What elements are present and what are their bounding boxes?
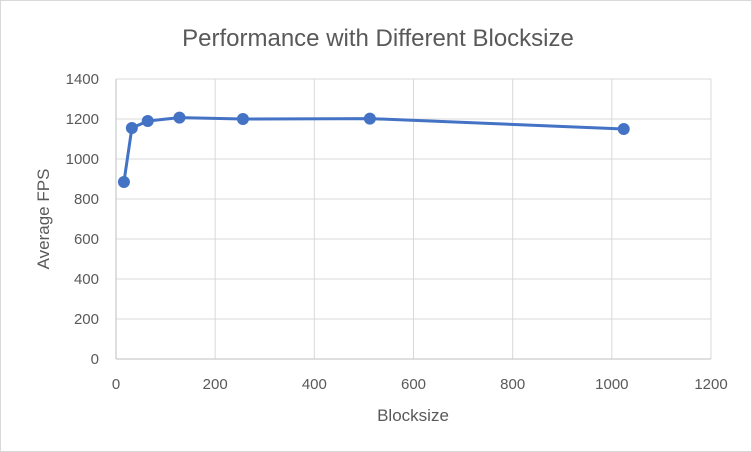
- data-point: [236, 113, 249, 125]
- data-point: [617, 123, 630, 135]
- y-tick-label: 1400: [66, 71, 99, 88]
- x-tick-label: 1000: [595, 376, 628, 393]
- y-tick-label: 200: [74, 311, 99, 328]
- y-tick-label: 400: [74, 271, 99, 288]
- y-axis-title: Average FPS: [34, 169, 53, 270]
- data-point: [125, 122, 138, 134]
- x-tick-label: 0: [112, 376, 120, 393]
- chart-title: Performance with Different Blocksize: [182, 25, 574, 52]
- y-tick-label: 1000: [66, 151, 99, 168]
- y-axis-ticks: 0 200 400 600 800 1000 1200 1400: [66, 71, 99, 368]
- y-tick-label: 1200: [66, 111, 99, 128]
- series-line: [122, 116, 624, 183]
- x-axis-ticks: 0 200 400 600 800 1000 1200: [112, 376, 728, 393]
- y-tick-label: 800: [74, 191, 99, 208]
- axes: [115, 79, 711, 360]
- x-tick-label: 200: [203, 376, 228, 393]
- data-point: [117, 176, 130, 188]
- x-tick-label: 1200: [694, 376, 727, 393]
- y-tick-label: 0: [91, 351, 99, 368]
- data-point: [363, 112, 376, 125]
- x-tick-label: 800: [500, 376, 525, 393]
- x-tick-label: 400: [302, 376, 327, 393]
- y-tick-label: 600: [74, 231, 99, 248]
- x-tick-label: 600: [401, 376, 426, 393]
- data-point: [173, 111, 186, 124]
- series-group: [117, 111, 630, 188]
- data-point: [141, 115, 154, 127]
- x-axis-title: Blocksize: [377, 406, 449, 425]
